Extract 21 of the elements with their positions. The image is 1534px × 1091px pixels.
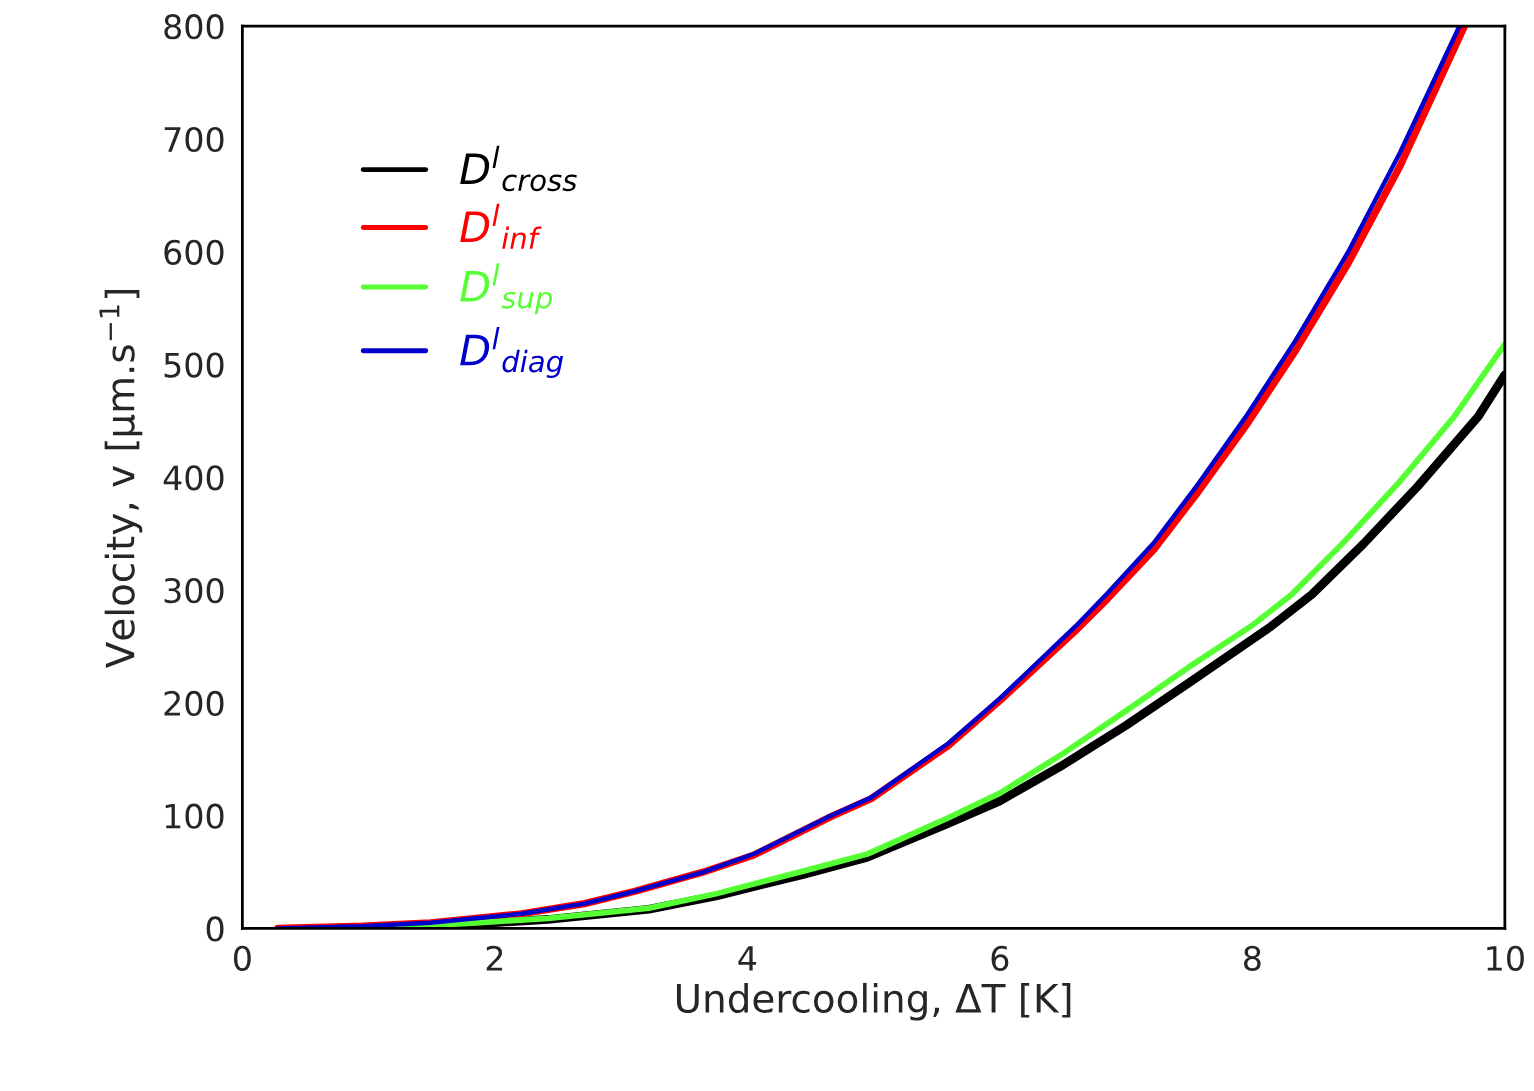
x-tick-label: 10 xyxy=(1487,945,1524,971)
x-tick-label: 0 xyxy=(233,945,251,971)
legend-label: D$^{l}$$_{inf}$ xyxy=(460,203,542,249)
x-tick-label: 4 xyxy=(738,946,757,971)
legend-label: D$^{l}$$_{diag}$ xyxy=(460,327,564,379)
y-tick-label: 800 xyxy=(164,14,224,40)
y-tick-label: 600 xyxy=(164,239,224,265)
legend-label: D$^{l}$$_{sup}$ xyxy=(460,263,553,315)
y-tick-label: 200 xyxy=(164,690,224,717)
x-axis-title: Undercooling, ΔT [K] xyxy=(676,982,1071,1021)
x-tick-label: 8 xyxy=(1244,945,1261,971)
y-tick-label: 0 xyxy=(206,916,224,942)
y-tick-label: 700 xyxy=(164,126,224,153)
x-tick-label: 6 xyxy=(991,945,1009,971)
y-tick-label: 500 xyxy=(164,352,224,378)
y-tick-label: 100 xyxy=(165,803,224,829)
legend-label: D$^{l}$$_{cross}$ xyxy=(460,145,577,192)
y-tick-label: 300 xyxy=(164,578,224,604)
x-tick-label: 2 xyxy=(486,945,503,971)
y-tick-label: 400 xyxy=(163,465,224,491)
y-axis-title: Velocity, v [µm.s$^{−1}$] xyxy=(99,289,143,668)
